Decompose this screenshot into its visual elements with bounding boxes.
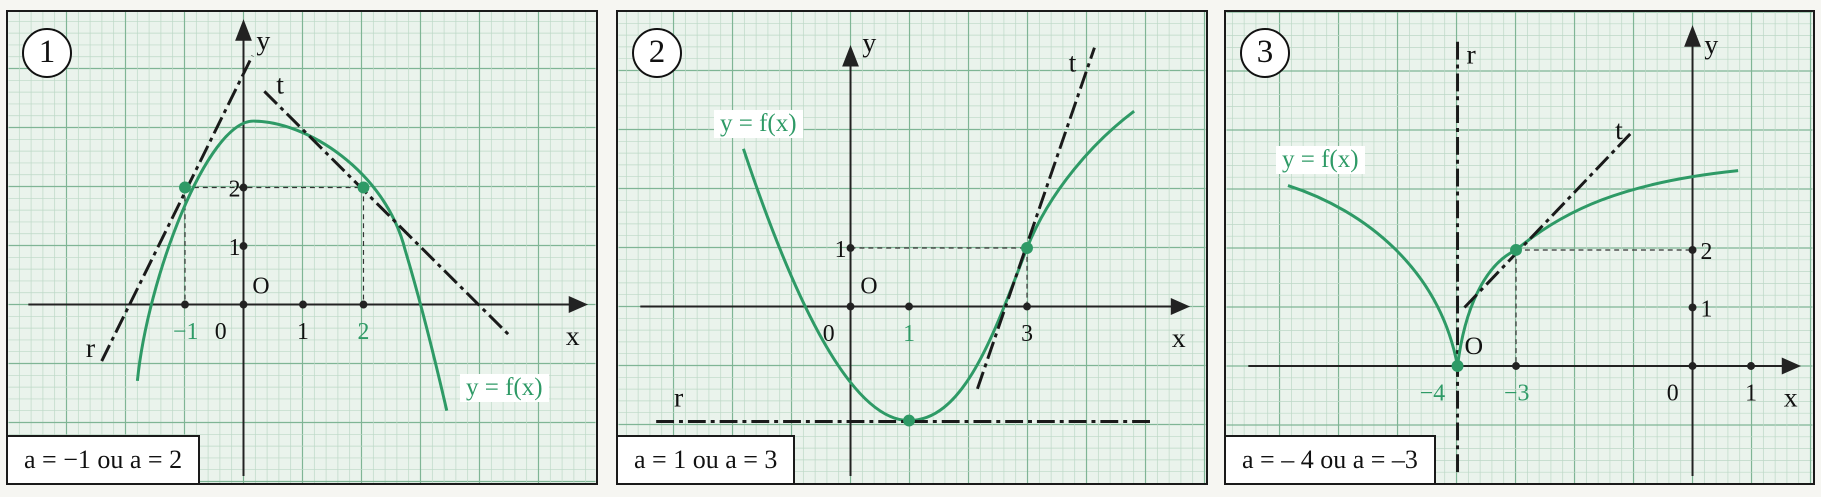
panel-number-badge-2: 2 [632,28,682,78]
caption-1: a = −1 ou a = 2 [8,435,201,483]
x-tick-label: −3 [1504,381,1529,407]
grid-2 [618,12,1206,483]
y-tick-label: 1 [835,237,847,263]
y-axis-label: y [1704,30,1718,61]
x-axis-arrow-2 [1170,298,1191,315]
graph-panel-3: −4 −3 0 1 1 2 O x y r t 3 y = f(x) a = –… [1224,10,1815,485]
curve-f-2 [742,109,1136,423]
graph-panel-2: 0 1 3 1 O x y r t 2 y = f(x) a = 1 ou a … [616,10,1208,485]
y-tick-label: 2 [1700,239,1712,265]
y-tick-label: 2 [229,176,241,202]
caption-3: a = – 4 ou a = –3 [1226,435,1436,483]
tangent-t-label: t [1615,115,1623,146]
x-tick-label: 0 [823,321,835,347]
y-tick-label: 1 [1700,296,1712,322]
x-tick-label: 1 [1745,381,1757,407]
origin-label: O [1464,331,1483,360]
x-tick-label: 1 [903,321,915,347]
x-axis-label: x [566,321,580,352]
graph-panel-1: −1 0 1 2 1 2 O x y r t 1 y = f(x) a = −1… [6,10,598,485]
grid-1 [8,12,596,483]
x-tick-label: −1 [173,319,198,345]
point-1a [179,181,191,194]
graph-canvas-2: 0 1 3 1 O x y r t [618,12,1206,483]
tangent-r-label: r [1466,40,1475,71]
grid-3 [1226,12,1813,483]
panel-number-badge-1: 1 [22,28,72,78]
x-axis-arrow-3 [1781,357,1802,375]
guides-2 [850,247,1028,307]
x-tick-label: 0 [215,319,227,345]
panel-number-badge-3: 3 [1240,28,1290,78]
x-tick-label: 1 [297,319,309,345]
curve-label-2: y = f(x) [714,110,803,138]
graph-canvas-3: −4 −3 0 1 1 2 O x y r t [1226,12,1813,483]
tangent-t-2 [976,47,1096,390]
tangent-t-label: t [276,69,284,100]
x-tick-label: −4 [1420,381,1445,407]
origin-label: O [860,274,877,300]
ticks-1 [181,183,368,309]
y-axis-label: y [862,28,876,59]
y-axis-arrow-1 [235,19,252,41]
curve-f-1 [135,119,449,411]
guides-3 [1515,249,1693,366]
y-axis-arrow-3 [1684,25,1701,47]
tangent-t-3 [1463,129,1635,309]
tangent-t-label: t [1069,47,1077,78]
point-3b [1510,244,1522,256]
axes-3 [1248,25,1802,477]
y-axis-label: y [256,26,270,57]
x-tick-label: 2 [358,319,370,345]
point-3a [1451,360,1464,372]
x-axis-label: x [1784,383,1798,414]
point-2a [903,414,915,427]
tangent-r-1 [100,54,254,362]
x-tick-label: 3 [1021,321,1033,347]
tangent-r-label: r [86,333,95,364]
tangent-r-label: r [674,383,683,414]
x-axis-arrow-1 [568,296,589,313]
curve-label-1: y = f(x) [460,374,549,402]
tangent-t-1 [263,90,511,337]
origin-label: O [252,274,269,300]
x-tick-label: 0 [1667,381,1679,407]
ticks-3 [1512,246,1755,370]
axes-1 [28,19,589,477]
y-tick-label: 1 [229,235,241,261]
caption-2: a = 1 ou a = 3 [618,435,796,483]
ticks-2 [846,244,1031,311]
curve-f-3 [1287,169,1739,367]
point-2b [1021,242,1033,254]
y-axis-arrow-2 [842,44,859,67]
graph-canvas-1: −1 0 1 2 1 2 O x y r t [8,12,596,483]
point-1b [357,181,370,194]
curve-label-3: y = f(x) [1276,146,1365,174]
x-axis-label: x [1172,323,1186,354]
